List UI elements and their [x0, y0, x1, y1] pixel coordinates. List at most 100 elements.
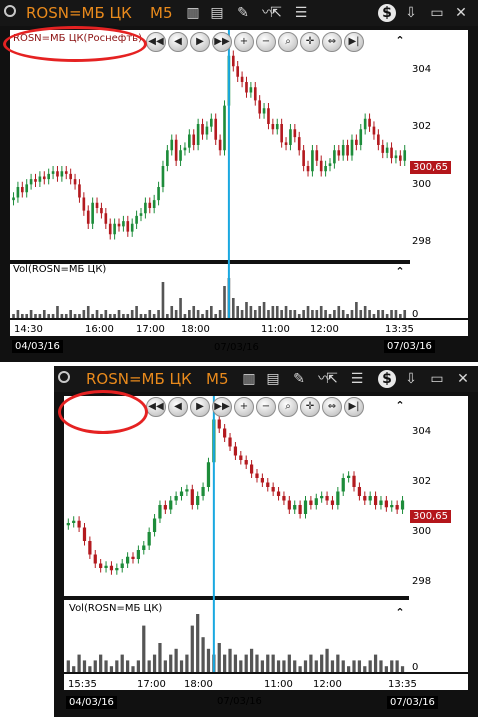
- candle-body: [309, 500, 313, 505]
- collapse-price-icon[interactable]: ⌃: [395, 34, 405, 47]
- candle-body: [38, 176, 42, 182]
- x-tick: 16:00: [85, 324, 114, 335]
- volume-bar: [390, 310, 393, 318]
- candle-body: [399, 155, 402, 161]
- window-menu-icon[interactable]: [58, 371, 70, 383]
- timeframe-label[interactable]: M5: [206, 370, 229, 388]
- volume-bar: [284, 306, 288, 318]
- candle-body: [174, 139, 178, 161]
- candle-body: [253, 87, 257, 101]
- fast-forward-icon[interactable]: ▶▶: [212, 32, 232, 52]
- volume-bar: [147, 660, 151, 672]
- x-axis: [10, 320, 468, 336]
- candle-body: [347, 475, 351, 478]
- minimize-icon[interactable]: ▭: [430, 371, 444, 387]
- volume-bar: [161, 282, 165, 318]
- collapse-price-icon[interactable]: ⌃: [395, 399, 405, 412]
- collapse-volume-icon[interactable]: ⌃: [395, 606, 405, 619]
- y-tick: 302: [412, 476, 432, 487]
- cursor-icon[interactable]: ⇱: [326, 371, 338, 387]
- x-tick: 13:35: [385, 324, 414, 335]
- date-mid: 07/03/16: [214, 342, 259, 353]
- volume-bar: [109, 666, 114, 672]
- window-menu-icon[interactable]: [4, 5, 16, 17]
- candle-body: [280, 124, 283, 143]
- step-back-icon[interactable]: ◀: [168, 32, 188, 52]
- volume-bar: [233, 654, 238, 672]
- candle-body: [297, 137, 301, 151]
- end-icon[interactable]: ▶|: [344, 32, 364, 52]
- chart-area[interactable]: [0, 26, 478, 362]
- candle-body: [368, 496, 372, 501]
- zoom-in-icon[interactable]: +: [234, 397, 254, 417]
- expand-icon[interactable]: ⇔: [322, 32, 342, 52]
- step-forward-icon[interactable]: ▶: [190, 397, 210, 417]
- candle-body: [34, 179, 37, 182]
- minimize-icon[interactable]: ▭: [430, 5, 444, 21]
- zoom-out-icon[interactable]: −: [256, 32, 276, 52]
- fast-forward-icon[interactable]: ▶▶: [212, 397, 232, 417]
- volume-bar: [93, 660, 97, 672]
- candle-body: [136, 550, 141, 559]
- volume-bar: [196, 614, 200, 672]
- volume-bar: [346, 314, 349, 318]
- download-icon[interactable]: ⇩: [405, 5, 417, 21]
- candle-body: [104, 565, 108, 568]
- price-panel[interactable]: [10, 30, 410, 260]
- zoom-search-icon[interactable]: ⌕: [278, 397, 298, 417]
- line-chart-icon[interactable]: 〰: [318, 371, 332, 387]
- candle-body: [206, 462, 211, 487]
- indicators-icon[interactable]: ☰: [294, 5, 308, 21]
- expand-icon[interactable]: ⇔: [322, 397, 342, 417]
- candle-body: [282, 496, 286, 501]
- zoom-search-icon[interactable]: ⌕: [278, 32, 298, 52]
- fit-icon[interactable]: ✛: [300, 32, 320, 52]
- timeframe-label[interactable]: M5: [150, 4, 173, 22]
- candlestick-chart-icon[interactable]: ▥: [186, 5, 200, 21]
- volume-label: Vol(ROSN=МБ ЦК): [13, 264, 107, 275]
- candle-body: [319, 160, 323, 172]
- volume-bar: [363, 306, 367, 318]
- indicators-icon[interactable]: ☰: [350, 371, 364, 387]
- step-forward-icon[interactable]: ▶: [190, 32, 210, 52]
- volume-bar: [179, 660, 184, 672]
- collapse-volume-icon[interactable]: ⌃: [395, 265, 405, 278]
- end-icon[interactable]: ▶|: [344, 397, 364, 417]
- close-icon[interactable]: ✕: [455, 5, 467, 21]
- volume-bar: [311, 310, 314, 318]
- candle-body: [311, 150, 314, 172]
- cursor-icon[interactable]: ⇱: [270, 5, 282, 21]
- candle-body: [142, 545, 146, 550]
- candle-body: [192, 134, 196, 145]
- title-bar[interactable]: ROSN=МБ ЦК M5 ▥ ▤ ✎ 〰 ⇱ ☰ $ ⇩ ▭ ✕: [0, 0, 478, 26]
- volume-bar: [357, 660, 362, 672]
- rewind-icon[interactable]: ◀◀: [146, 32, 166, 52]
- volume-bar: [359, 310, 363, 318]
- zoom-in-icon[interactable]: +: [234, 32, 254, 52]
- fit-icon[interactable]: ✛: [300, 397, 320, 417]
- bar-chart-icon[interactable]: ▤: [210, 5, 224, 21]
- volume-bar: [363, 666, 367, 672]
- volume-bar: [163, 660, 167, 672]
- volume-bar: [314, 660, 318, 672]
- volume-bar: [347, 666, 351, 672]
- close-icon[interactable]: ✕: [457, 371, 469, 387]
- candle-body: [314, 498, 318, 505]
- line-chart-icon[interactable]: 〰: [262, 5, 276, 21]
- download-icon[interactable]: ⇩: [405, 371, 417, 387]
- volume-bar: [394, 310, 398, 318]
- rewind-icon[interactable]: ◀◀: [146, 397, 166, 417]
- step-back-icon[interactable]: ◀: [168, 397, 188, 417]
- dollar-icon[interactable]: $: [378, 4, 396, 22]
- dollar-icon[interactable]: $: [378, 370, 396, 388]
- volume-bar: [42, 310, 46, 318]
- pencil-icon[interactable]: ✎: [237, 5, 249, 21]
- volume-bar: [287, 654, 291, 672]
- bar-chart-icon[interactable]: ▤: [266, 371, 280, 387]
- candle-body: [357, 487, 362, 496]
- pencil-icon[interactable]: ✎: [293, 371, 305, 387]
- candle-body: [82, 197, 86, 211]
- zoom-out-icon[interactable]: −: [256, 397, 276, 417]
- candlestick-chart-icon[interactable]: ▥: [242, 371, 256, 387]
- title-bar[interactable]: ROSN=МБ ЦК M5 ▥ ▤ ✎ 〰 ⇱ ☰ $ ⇩ ▭ ✕: [54, 366, 478, 392]
